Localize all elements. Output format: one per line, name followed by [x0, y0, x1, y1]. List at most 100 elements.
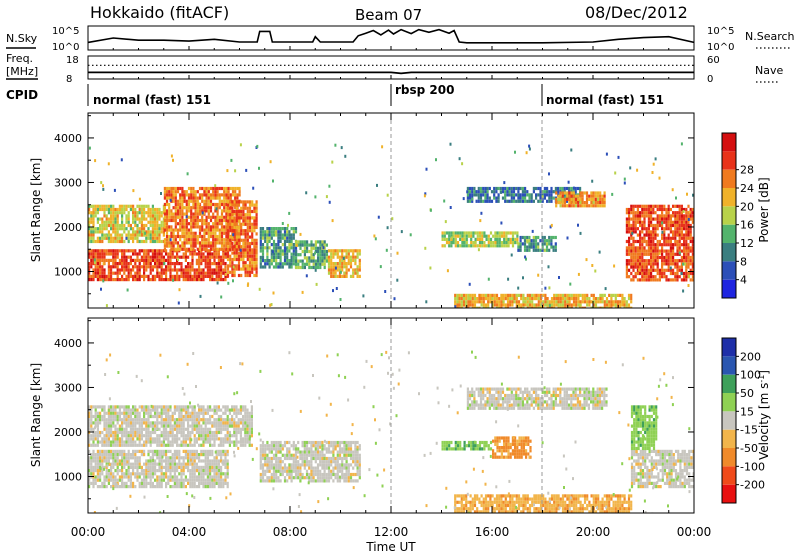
- power-cell: [248, 206, 252, 210]
- velocity-cell: [123, 443, 126, 447]
- power-speckle: [325, 195, 328, 199]
- power-cell: [138, 239, 141, 244]
- power-cell: [496, 237, 499, 241]
- power-cell: [205, 202, 208, 207]
- power-cell: [559, 293, 562, 297]
- velocity-cell: [173, 453, 176, 457]
- power-cell: [168, 215, 171, 219]
- velocity-cell: [103, 478, 106, 482]
- velocity-cell: [134, 427, 137, 431]
- velocity-cell: [204, 469, 207, 473]
- velocity-cell: [114, 459, 117, 463]
- power-cell: [129, 271, 132, 275]
- power-cell: [229, 241, 232, 246]
- velocity-cell: [162, 459, 165, 463]
- power-cell: [486, 190, 489, 194]
- power-cell: [652, 255, 655, 260]
- power-cell: [231, 193, 235, 197]
- velocity-cell: [213, 475, 216, 479]
- power-speckle: [577, 223, 579, 227]
- power-cell: [218, 199, 221, 203]
- velocity-cell: [110, 411, 113, 415]
- power-cell: [132, 274, 135, 278]
- power-cell: [229, 209, 232, 214]
- velocity-cell: [156, 437, 159, 441]
- velocity-cell: [112, 424, 115, 428]
- power-cell: [105, 258, 108, 262]
- power-cell: [185, 222, 188, 226]
- power-speckle: [144, 231, 147, 235]
- power-cell: [634, 255, 637, 260]
- power-cell: [654, 249, 657, 253]
- velocity-cell: [224, 481, 227, 485]
- velocity-cell: [123, 430, 126, 435]
- power-cell: [88, 262, 91, 266]
- power-cell: [647, 271, 650, 276]
- velocity-cell: [202, 472, 205, 476]
- power-cell: [480, 303, 483, 307]
- power-colorbar-tick-label: 4: [740, 274, 747, 287]
- power-cell: [185, 212, 188, 216]
- power-cell: [674, 211, 677, 215]
- power-cell: [212, 196, 215, 200]
- power-cell: [308, 249, 311, 254]
- power-cell: [532, 199, 535, 203]
- velocity-cell: [94, 414, 97, 419]
- velocity-cell: [206, 472, 209, 476]
- velocity-cell: [191, 475, 194, 479]
- power-cell: [341, 252, 344, 256]
- velocity-cell: [138, 443, 141, 447]
- power-cell: [181, 186, 184, 191]
- power-cell: [338, 262, 342, 266]
- velocity-cell: [129, 475, 132, 479]
- velocity-cell: [147, 434, 150, 438]
- power-cell: [212, 247, 215, 251]
- power-cell: [261, 227, 265, 231]
- power-cell: [207, 193, 210, 197]
- power-cell: [215, 271, 218, 275]
- power-cell: [158, 271, 161, 275]
- power-cell: [323, 262, 326, 266]
- power-cell: [674, 230, 677, 234]
- velocity-cell: [151, 475, 154, 479]
- power-cell: [661, 268, 664, 272]
- power-cell: [251, 251, 254, 255]
- power-cell: [92, 255, 95, 259]
- power-cell: [184, 265, 187, 269]
- power-cell: [194, 215, 197, 219]
- velocity-cell: [134, 421, 137, 425]
- power-cell: [286, 233, 289, 237]
- velocity-cell: [90, 411, 93, 415]
- power-cell: [103, 204, 106, 208]
- velocity-cell: [132, 462, 135, 466]
- power-cell: [515, 293, 518, 297]
- power-cell: [572, 297, 576, 301]
- power-cell: [196, 225, 199, 229]
- power-cell: [594, 297, 598, 301]
- velocity-cell: [149, 459, 152, 463]
- power-cell: [634, 223, 637, 228]
- power-cell: [683, 259, 686, 263]
- power-cell: [198, 258, 201, 262]
- power-cell: [229, 245, 232, 249]
- power-cell: [691, 249, 694, 253]
- power-cell: [163, 247, 166, 251]
- power-cell: [231, 257, 234, 262]
- power-cell: [524, 300, 527, 304]
- power-cell: [528, 297, 532, 301]
- power-cell: [92, 233, 95, 237]
- velocity-cell: [204, 449, 207, 453]
- power-cell: [656, 252, 659, 256]
- velocity-cell: [134, 411, 137, 415]
- power-cell: [669, 259, 672, 263]
- velocity-cell: [125, 427, 128, 431]
- power-cell: [524, 190, 527, 194]
- velocity-cell: [156, 424, 159, 428]
- power-cell: [187, 247, 191, 251]
- power-cell: [209, 209, 213, 213]
- power-cell: [246, 270, 249, 274]
- power-cell: [570, 197, 573, 201]
- power-cell: [312, 259, 315, 263]
- power-cell: [251, 270, 254, 274]
- power-cell: [641, 246, 644, 250]
